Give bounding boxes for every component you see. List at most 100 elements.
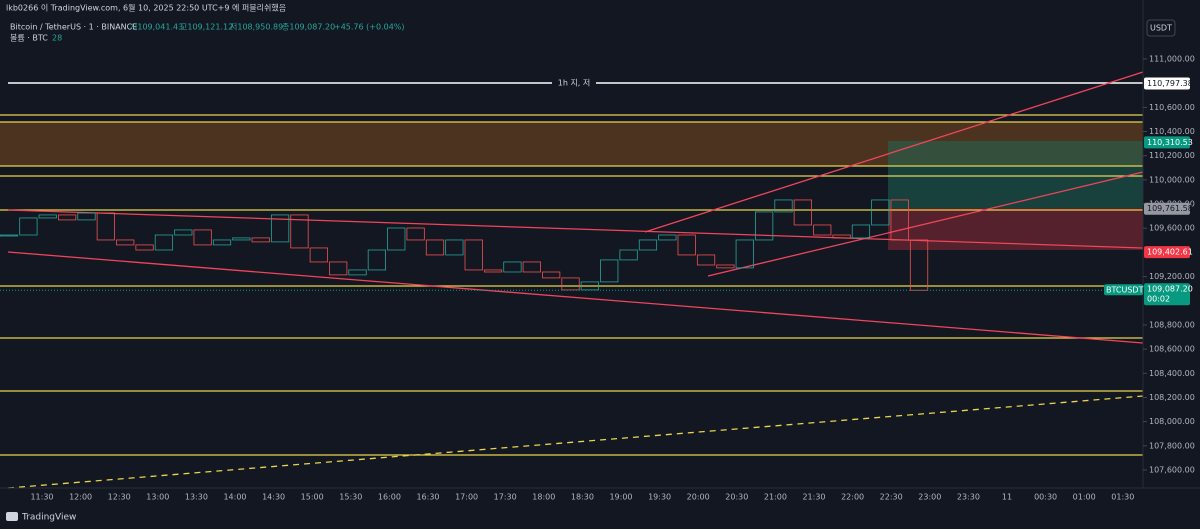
high: 고109,121.12 (180, 23, 233, 32)
candle (600, 259, 619, 283)
countdown: 00:02 (1147, 295, 1170, 304)
volume-label: 볼륨 · BTC (10, 33, 48, 43)
candle (232, 237, 251, 241)
candle (290, 214, 309, 249)
time-tick-label: 20:00 (687, 493, 710, 502)
candle (406, 227, 425, 241)
currency-button[interactable] (1146, 19, 1176, 37)
price-tick-label: 108,200.00 (1149, 393, 1195, 402)
candle (445, 239, 464, 256)
time-tick-label: 11:30 (30, 493, 53, 502)
candle (503, 261, 522, 273)
candle (116, 239, 135, 246)
price-tick-label: 107,800.00 (1149, 441, 1195, 450)
price-tag-label: 109,402.61 (1147, 248, 1193, 257)
time-tick-label: 00:30 (1034, 493, 1057, 502)
candles (0, 199, 929, 291)
price-tick-label: 110,200.00 (1149, 151, 1195, 160)
time-tick-label: 22:30 (880, 493, 903, 502)
price-tick-label: 111,000.00 (1149, 55, 1195, 64)
price-tick-label: 108,800.00 (1149, 320, 1195, 329)
time-tick-label: 22:00 (841, 493, 864, 502)
level-label-bg (552, 77, 596, 89)
footer-brand: TradingView (21, 513, 76, 523)
price-axis: 111,000.00 110,600.00 110,400.00 110,200.00… (1143, 55, 1195, 475)
candle (909, 239, 929, 291)
candle (580, 281, 599, 291)
candle (367, 249, 387, 271)
time-tick-label: 23:30 (957, 493, 980, 502)
price-tag (1144, 202, 1190, 215)
candle (542, 271, 561, 279)
price-tag (1144, 136, 1190, 149)
last-price-tag (1144, 283, 1190, 306)
candle (522, 261, 541, 273)
candle (755, 211, 774, 241)
price-tick-label: 109,200.00 (1149, 272, 1195, 281)
candle (135, 244, 154, 251)
price-tick-label: 110,600.00 (1149, 103, 1195, 112)
time-tick-label: 21:30 (802, 493, 825, 502)
candle (251, 237, 270, 243)
time-tick-label: 12:00 (69, 493, 92, 502)
published-note: lkb0266 이 TradingView.com, 6월 10, 2025 2… (6, 3, 286, 13)
time-tick-label: 20:30 (725, 493, 748, 502)
target-zone (888, 141, 1143, 208)
symbol-tag (1104, 284, 1143, 296)
volume-value: 28 (52, 34, 62, 43)
time-tick-label: 16:00 (378, 493, 401, 502)
candle (735, 239, 754, 269)
time-tick-label: 11 (1002, 493, 1012, 502)
candle (832, 234, 851, 239)
candle (890, 199, 909, 241)
candle (774, 199, 793, 213)
candle (96, 212, 115, 241)
trendlines (7, 71, 1144, 344)
candle (387, 227, 406, 251)
low: 저108,950.89 (230, 23, 283, 32)
price-tag-label: 110,797.38 (1147, 79, 1193, 88)
footer-logo (6, 512, 18, 521)
time-tick-label: 13:00 (146, 493, 169, 502)
candle (19, 217, 38, 236)
price-tick-label: 108,600.00 (1149, 345, 1195, 354)
currency[interactable]: USDT (1150, 24, 1172, 33)
candle (154, 234, 174, 251)
price-tick-label: 109,600.00 (1149, 224, 1195, 233)
price-tag (1144, 77, 1190, 90)
candle (793, 199, 812, 226)
open: 시109,041.43 (130, 23, 183, 32)
time-tick-label: 17:00 (455, 493, 478, 502)
time-tick-label: 12:30 (108, 493, 131, 502)
candle (871, 199, 890, 226)
candle (851, 224, 871, 239)
price-tag-label: 109,761.58 (1147, 204, 1193, 213)
candle (58, 214, 77, 221)
dashed-trendline (7, 395, 1144, 489)
candle (425, 239, 445, 256)
time-tick-label: 14:00 (223, 493, 246, 502)
candle (677, 234, 696, 256)
price-tick-label: 107,600.00 (1149, 466, 1195, 475)
price-tick-label: 110,400.00 (1149, 127, 1195, 136)
time-tick-label: 15:30 (339, 493, 362, 502)
candle (464, 239, 483, 271)
time-tick-label: 18:30 (571, 493, 594, 502)
levels (0, 114, 1143, 456)
candle (696, 254, 716, 266)
time-tick-label: 19:00 (609, 493, 632, 502)
candle (329, 261, 348, 276)
candle (348, 269, 367, 276)
time-tick-label: 01:00 (1073, 493, 1096, 502)
candle (619, 249, 638, 261)
candle (658, 234, 677, 241)
stop-zone (888, 208, 1143, 250)
candle (77, 212, 96, 221)
change: +45.76 (+0.04%) (334, 23, 405, 32)
close: 종109,087.20 (282, 23, 335, 32)
price-tag-label: 110,310.53 (1147, 138, 1193, 147)
time-tick-label: 13:30 (185, 493, 208, 502)
time-tick-label: 15:00 (301, 493, 324, 502)
